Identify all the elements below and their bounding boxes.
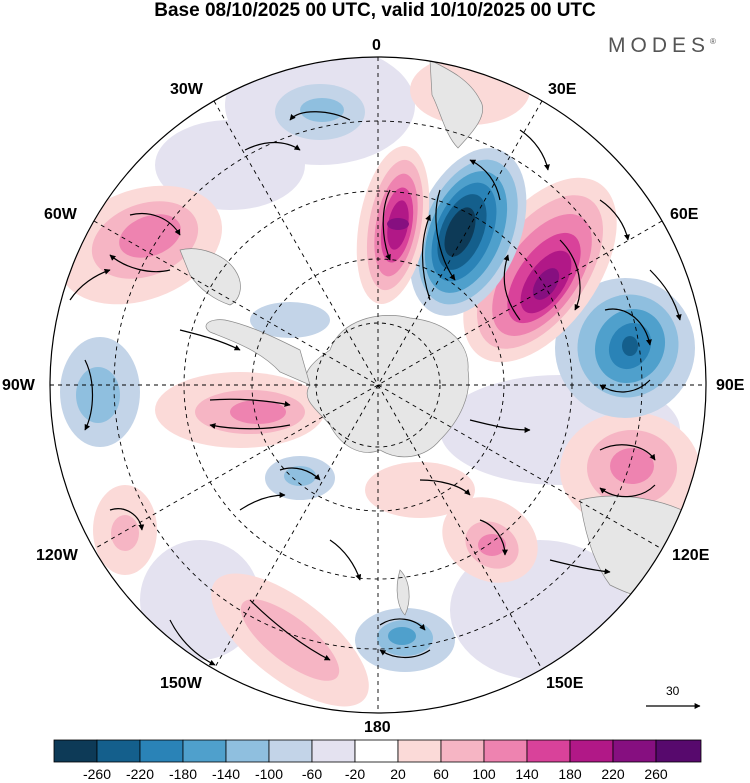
south-america-land <box>179 248 241 306</box>
colorbar-box-7 <box>311 739 356 763</box>
colorbar-box-4 <box>182 739 227 763</box>
lon-label-0: 0 <box>372 37 381 54</box>
lon-label-150e: 150E <box>546 675 584 692</box>
colorbar-label: 100 <box>472 766 496 782</box>
wind-vectors <box>69 111 682 666</box>
brand-name: MODES <box>608 34 711 57</box>
colorbar-label: -220 <box>125 766 155 782</box>
lon-label-30w: 30W <box>170 81 203 98</box>
africa-land <box>429 59 483 149</box>
brand-mark: ® <box>710 37 716 46</box>
colorbar-box-10 <box>440 739 485 763</box>
colorbar-box-12 <box>526 739 571 763</box>
lon-label-90w: 90W <box>2 377 35 394</box>
brand-logo: MODES® <box>608 34 716 58</box>
colorbar-box-5 <box>225 739 270 763</box>
colorbar <box>53 739 702 763</box>
map-boundary <box>49 56 707 714</box>
graticule <box>50 57 706 713</box>
colorbar-box-1 <box>53 739 98 763</box>
colorbar-label: -180 <box>168 766 198 782</box>
colorbar-box-6 <box>268 739 313 763</box>
colorbar-box-15 <box>655 739 702 763</box>
colorbar-label: -20 <box>344 766 366 782</box>
colorbar-label: 180 <box>558 766 582 782</box>
lon-label-90e: 90E <box>716 377 745 394</box>
map-field <box>50 57 706 713</box>
colorbar-box-14 <box>612 739 657 763</box>
new-zealand-land <box>396 569 410 616</box>
colorbar-box-2 <box>96 739 141 763</box>
colorbar-box-8 <box>354 739 399 763</box>
colorbar-label: -140 <box>211 766 241 782</box>
colorbar-label: -260 <box>82 766 112 782</box>
colorbar-label: 260 <box>644 766 668 782</box>
colorbar-label: 140 <box>515 766 539 782</box>
colorbar-box-9 <box>397 739 442 763</box>
colorbar-label: 220 <box>601 766 625 782</box>
lon-label-60w: 60W <box>44 206 77 223</box>
colorbar-label: -100 <box>254 766 284 782</box>
lon-label-120w: 120W <box>36 547 78 564</box>
lon-label-150w: 150W <box>160 675 202 692</box>
lon-label-30e: 30E <box>548 81 577 98</box>
colorbar-label: -60 <box>301 766 323 782</box>
reference-vector-label: 30 <box>666 684 680 698</box>
lon-label-60e: 60E <box>670 206 699 223</box>
antarctica-land <box>305 315 470 458</box>
colorbar-box-11 <box>483 739 528 763</box>
lon-label-180: 180 <box>364 719 391 736</box>
colorbar-label: 60 <box>433 766 449 782</box>
colorbar-label: 20 <box>390 766 406 782</box>
map-title: Base 08/10/2025 00 UTC, valid 10/10/2025… <box>154 0 596 21</box>
colorbar-box-3 <box>139 739 184 763</box>
lon-label-120e: 120E <box>672 547 710 564</box>
colorbar-box-13 <box>569 739 614 763</box>
antarctic-peninsula <box>205 319 311 386</box>
